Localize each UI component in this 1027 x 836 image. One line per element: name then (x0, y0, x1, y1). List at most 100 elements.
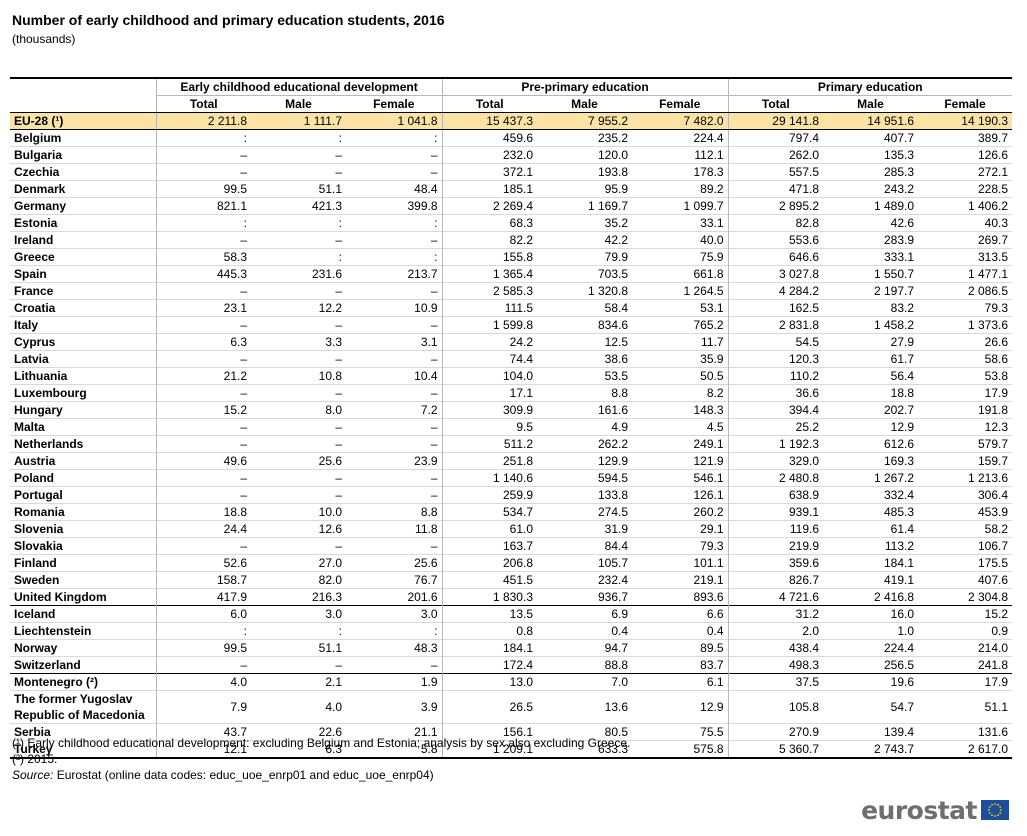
table-cell: 3 027.8 (727, 265, 824, 283)
table-cell: 534.7 (441, 503, 537, 521)
table-row: Finland 52.6 27.0 25.6 206.8 105.7 101.1 359.6 1… (10, 554, 1013, 572)
table-cell: 417.9 (155, 588, 251, 606)
table-cell: 27.0 (318, 556, 342, 570)
table-cell: 638.9 (727, 486, 824, 504)
table-cell: 16.0 (823, 605, 919, 623)
table-row: Netherlands – – –511.2 262.2 249.1 1 192.3 612.… (10, 435, 1013, 453)
flag-star (1000, 809, 1002, 811)
table-cell: 191.8 (977, 403, 1009, 417)
table-cell: 133.8 (597, 488, 628, 502)
table-cell: 485.3 (883, 505, 915, 519)
table-cell: : (434, 624, 438, 638)
table-cell: 575.8 (632, 740, 729, 759)
table-cell: 7 955.2 (537, 112, 632, 130)
table-row: Serbia 43.7 22.6 21.1 156.1 80.5 75.5 270.9 139.… (10, 723, 1013, 741)
table-cell: 15.2 (155, 401, 251, 419)
header-female: Female (918, 95, 1013, 113)
table-cell: 13.5 (441, 605, 537, 623)
table-cell: 110.2 (727, 367, 824, 385)
table-cell: 259.9 (441, 486, 537, 504)
table-cell: – (430, 539, 438, 553)
table-cell: 8.2 (706, 386, 724, 400)
table-cell: 1 489.0 (873, 199, 915, 213)
flag-star (988, 812, 991, 814)
table-cell: – (430, 488, 438, 502)
table-cell: 58.3 (155, 248, 251, 266)
row-label: Sweden (14, 573, 60, 587)
table-cell: 612.6 (883, 437, 915, 451)
table-row: Montenegro (²) 4.0 2.1 1.9 13.0 7.0 6.1 37.5 19.… (10, 673, 1013, 691)
table-cell: 82.0 (318, 573, 342, 587)
flag-star (994, 803, 996, 805)
table-cell: 471.8 (727, 180, 824, 198)
row-label: Greece (14, 250, 55, 264)
table-cell: 1 209.1 (441, 740, 537, 759)
table-cell: 3.1 (420, 335, 438, 349)
table-cell: 79.9 (604, 250, 628, 264)
table-cell: 61.4 (890, 522, 915, 536)
table-cell: 126.6 (977, 148, 1009, 162)
table-cell: 22.6 (318, 725, 342, 739)
table-cell: : (338, 131, 342, 145)
table-cell: 89.2 (700, 182, 724, 196)
table-cell: 148.3 (693, 403, 724, 417)
table-cell: 309.9 (441, 401, 537, 419)
table-cell: 936.7 (597, 590, 628, 604)
table-cell: 12.9 (700, 700, 724, 714)
table-cell: 37.5 (727, 673, 824, 691)
flag-star (991, 803, 993, 806)
row-label: Spain (14, 267, 47, 281)
table-cell: – (155, 282, 251, 300)
table-cell: – (430, 284, 438, 298)
table-cell: 48.4 (414, 182, 438, 196)
row-label: United Kingdom (14, 590, 107, 604)
table-cell: – (335, 488, 342, 502)
table-cell: 29.1 (700, 522, 724, 536)
table-cell: 5 360.7 (727, 740, 824, 759)
table-cell: 11.7 (701, 335, 724, 349)
table-cell: 394.4 (727, 401, 824, 419)
table-cell: 202.7 (883, 403, 915, 417)
table-cell: 42.6 (890, 216, 915, 230)
table-cell: 80.5 (604, 725, 628, 739)
table-cell: 25.2 (727, 418, 824, 436)
table-cell: 241.8 (977, 658, 1009, 672)
table-cell: – (155, 231, 251, 249)
table-cell: 120.0 (597, 148, 628, 162)
table-cell: 21.2 (155, 367, 251, 385)
table-cell: 893.6 (693, 590, 724, 604)
row-label: Malta (14, 420, 45, 434)
table-cell: 213.7 (407, 267, 438, 281)
table-cell: 359.6 (727, 554, 824, 572)
table-cell: 2 086.5 (967, 284, 1009, 298)
table-cell: 4.5 (706, 420, 724, 434)
table-cell: 35.9 (700, 352, 724, 366)
table-cell: 79.3 (700, 539, 724, 553)
table-row: The former Yugoslav Republic of Macedoni… (10, 690, 1013, 724)
table-row: Estonia:::68.3 35.2 33.1 82.8 42.6 40.3 (10, 214, 1013, 232)
table-cell: 283.9 (883, 233, 915, 247)
table-cell: 17.9 (984, 386, 1009, 400)
header-total: Total (727, 95, 824, 113)
header-female: Female (632, 95, 729, 113)
table-cell: 120.3 (727, 350, 824, 368)
table-cell: 8.8 (611, 386, 628, 400)
table-cell: 75.5 (700, 725, 724, 739)
table-row: Bulgaria – – –232.0 120.0 112.1 262.0 135.3 126.… (10, 146, 1013, 164)
table-cell: – (155, 350, 251, 368)
table-cell: 11.8 (415, 522, 438, 536)
table-cell: – (335, 386, 342, 400)
table-cell: 8.8 (420, 505, 438, 519)
table-cell: 214.0 (977, 641, 1009, 655)
table-cell: 765.2 (693, 318, 724, 332)
table-cell: 51.1 (984, 700, 1009, 714)
table-cell: 131.6 (977, 725, 1009, 739)
row-label: Bulgaria (14, 148, 63, 162)
table-cell: 21.1 (414, 725, 438, 739)
table-row: Romania 18.8 10.0 8.8 534.7 274.5 260.2 939.1 48… (10, 503, 1013, 521)
table-cell: : (338, 250, 342, 264)
table-cell: 232.4 (597, 573, 628, 587)
table-cell: – (430, 386, 438, 400)
table-cell: : (338, 216, 342, 230)
table-cell: 99.5 (155, 639, 251, 657)
